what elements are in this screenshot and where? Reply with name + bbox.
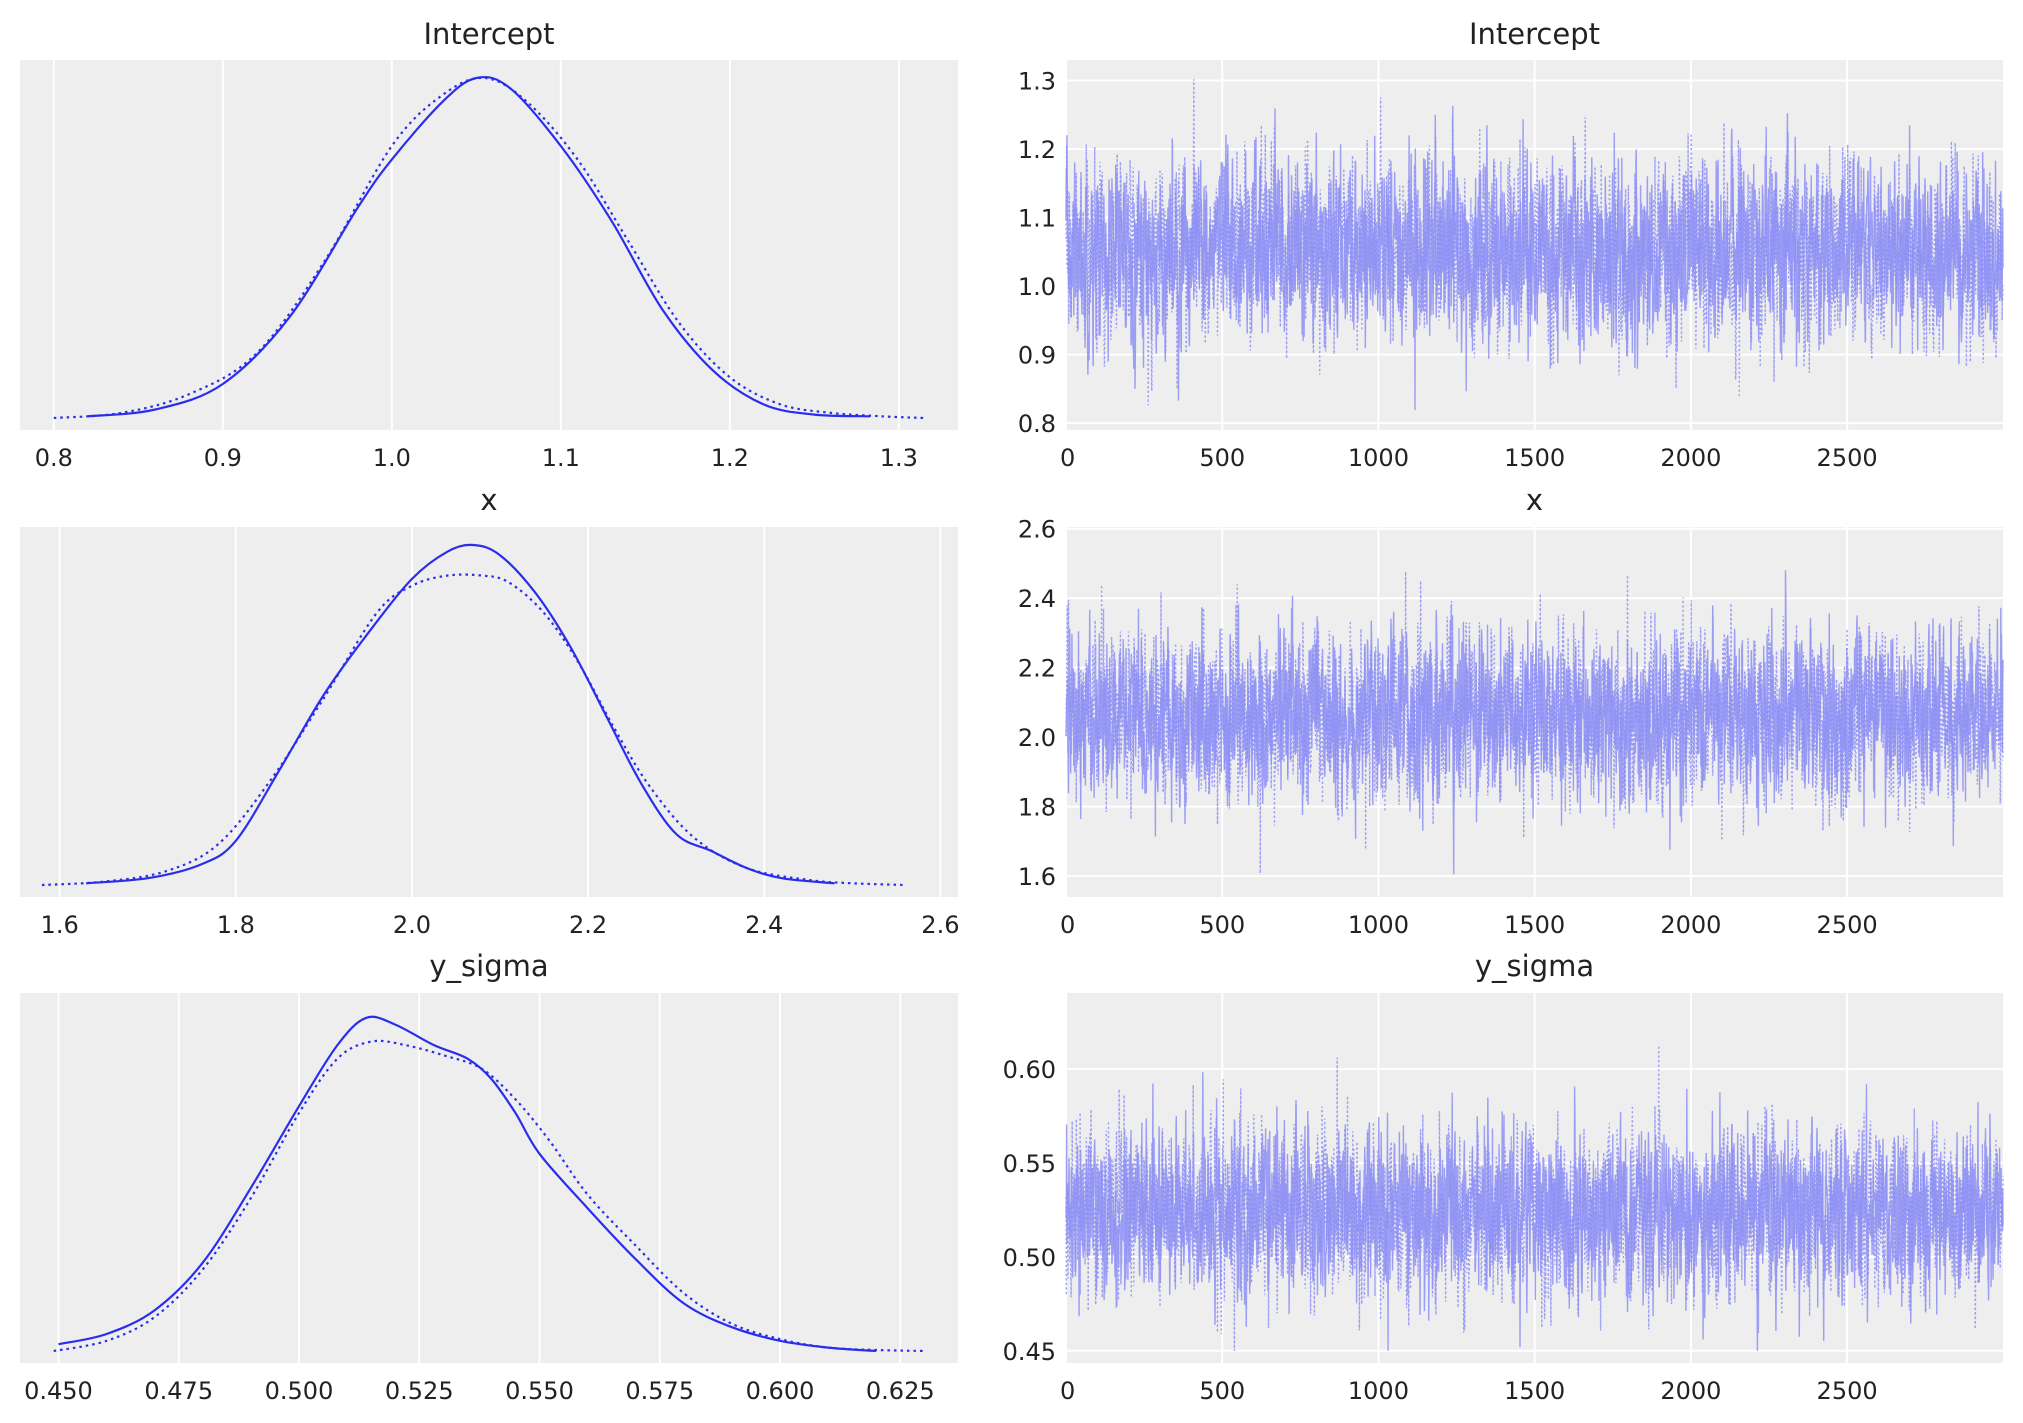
x-tick-label: 1000 bbox=[1348, 444, 1409, 472]
x-tick-label: 1500 bbox=[1504, 444, 1565, 472]
x-tick-label: 0 bbox=[1060, 911, 1075, 939]
y-tick-label: 0.8 bbox=[1018, 410, 1056, 438]
x-tick-label: 2.2 bbox=[569, 911, 607, 939]
y-tick-label: 0.50 bbox=[1003, 1244, 1056, 1272]
y-tick-label: 1.2 bbox=[1018, 136, 1056, 164]
x-tick-label: 1.0 bbox=[373, 444, 411, 472]
x-tick-label: 2.0 bbox=[393, 911, 431, 939]
x-tick-label: 2.6 bbox=[921, 911, 959, 939]
x-tick-label: 1.1 bbox=[542, 444, 580, 472]
y-sigma-trace-panel: y_sigma 0 500 1000 1500 2000 2500 0.60 0.55 0.50 0… bbox=[1003, 949, 2004, 1405]
y-sigma-density-panel: y_sigma 0.450 0.475 0.500 0.525 0.550 0.575 0.6… bbox=[20, 949, 958, 1405]
density-line-chain-0 bbox=[58, 1015, 877, 1353]
x-tick-label: 0.550 bbox=[505, 1377, 574, 1405]
intercept-trace-panel: Intercept 0 500 1000 1500 2000 2500 0.8 0.9 1.0 1.… bbox=[1018, 17, 2004, 472]
x-tick-label: 0.600 bbox=[746, 1377, 815, 1405]
x-trace-panel: x 0 500 1000 1500 2000 2500 1.6 1.8 2.0 2.2 2.4 2.6 bbox=[1018, 483, 2004, 939]
y-tick-label: 0.60 bbox=[1003, 1056, 1056, 1084]
trace-line-chain-1 bbox=[1065, 79, 2004, 406]
y-tick-label: 2.6 bbox=[1018, 516, 1056, 544]
x-tick-label: 500 bbox=[1199, 444, 1245, 472]
x-tick-label: 0 bbox=[1060, 444, 1075, 472]
y-tick-label: 0.55 bbox=[1003, 1150, 1056, 1178]
panel-title: Intercept bbox=[1469, 17, 1600, 51]
x-tick-label: 0.500 bbox=[265, 1377, 334, 1405]
trace-line-chain-1 bbox=[1065, 1045, 2004, 1351]
plot-background bbox=[20, 527, 958, 897]
plot-background bbox=[20, 60, 958, 430]
plot-background bbox=[20, 993, 958, 1363]
x-tick-label: 2500 bbox=[1817, 911, 1878, 939]
x-tick-label: 1.6 bbox=[41, 911, 79, 939]
x-tick-label: 1.2 bbox=[711, 444, 749, 472]
x-tick-label: 0.575 bbox=[625, 1377, 694, 1405]
panel-title: x bbox=[1526, 483, 1543, 517]
panel-title: y_sigma bbox=[429, 949, 548, 983]
y-tick-label: 1.8 bbox=[1018, 794, 1056, 822]
y-tick-label: 1.0 bbox=[1018, 273, 1056, 301]
panel-title: x bbox=[480, 483, 497, 517]
x-tick-label: 1000 bbox=[1348, 911, 1409, 939]
x-tick-label: 0.8 bbox=[35, 444, 73, 472]
y-tick-label: 2.0 bbox=[1018, 724, 1056, 752]
x-tick-label: 0 bbox=[1060, 1377, 1075, 1405]
density-line-chain-0 bbox=[86, 543, 835, 885]
intercept-density-panel: Intercept 0.8 0.9 1.0 1.1 1.2 1.3 bbox=[20, 17, 958, 472]
density-line-chain-1 bbox=[53, 76, 925, 420]
x-tick-label: 1500 bbox=[1504, 1377, 1565, 1405]
y-tick-label: 1.6 bbox=[1018, 863, 1056, 891]
density-line-chain-0 bbox=[87, 75, 871, 418]
panel-title: Intercept bbox=[424, 17, 555, 51]
x-tick-label: 1.8 bbox=[217, 911, 255, 939]
x-tick-label: 2500 bbox=[1817, 1377, 1878, 1405]
x-tick-label: 0.475 bbox=[144, 1377, 213, 1405]
x-tick-label: 0.450 bbox=[24, 1377, 93, 1405]
y-tick-label: 2.2 bbox=[1018, 655, 1056, 683]
x-tick-label: 2500 bbox=[1817, 444, 1878, 472]
trace-line-chain-1 bbox=[1065, 571, 2004, 874]
x-tick-label: 0.9 bbox=[204, 444, 242, 472]
trace-line-chain-0 bbox=[1065, 570, 2004, 875]
x-tick-label: 1.3 bbox=[880, 444, 918, 472]
x-density-panel: x 1.6 1.8 2.0 2.2 2.4 2.6 bbox=[20, 483, 959, 939]
y-tick-label: 1.1 bbox=[1018, 205, 1056, 233]
y-tick-label: 2.4 bbox=[1018, 585, 1056, 613]
x-tick-label: 1000 bbox=[1348, 1377, 1409, 1405]
x-tick-label: 2.4 bbox=[745, 911, 783, 939]
y-tick-label: 0.45 bbox=[1003, 1338, 1056, 1366]
panel-title: y_sigma bbox=[1475, 949, 1594, 983]
density-line-chain-1 bbox=[41, 573, 906, 887]
x-tick-label: 2000 bbox=[1660, 444, 1721, 472]
x-tick-label: 2000 bbox=[1660, 911, 1721, 939]
x-tick-label: 1500 bbox=[1504, 911, 1565, 939]
x-tick-label: 0.625 bbox=[866, 1377, 935, 1405]
x-tick-label: 2000 bbox=[1660, 1377, 1721, 1405]
y-tick-label: 1.3 bbox=[1018, 68, 1056, 96]
y-tick-label: 0.9 bbox=[1018, 342, 1056, 370]
x-tick-label: 500 bbox=[1199, 1377, 1245, 1405]
x-tick-label: 500 bbox=[1199, 911, 1245, 939]
x-tick-label: 0.525 bbox=[385, 1377, 454, 1405]
